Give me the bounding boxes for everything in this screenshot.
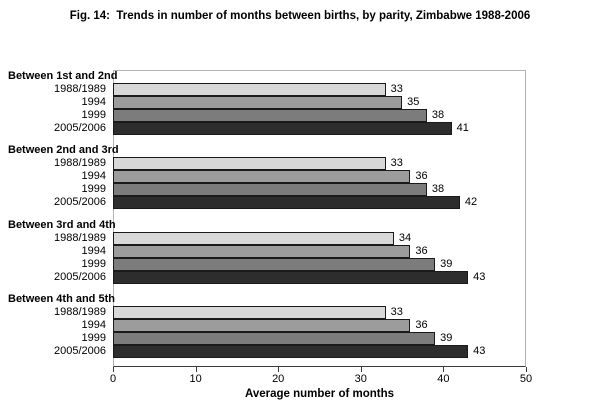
value-label: 36	[415, 170, 428, 183]
bar-row: 1994 36	[0, 244, 600, 258]
year-label: 1994	[81, 170, 106, 183]
value-label: 33	[390, 157, 403, 170]
bar-row: 1999 39	[0, 331, 600, 345]
year-label: 1988/1989	[54, 83, 106, 95]
value-label: 35	[407, 96, 420, 108]
tick-label: 0	[109, 373, 117, 385]
value-label: 43	[473, 344, 486, 357]
tick-mark	[278, 367, 280, 372]
year-label: 1999	[81, 183, 106, 196]
bar-group: Between 1st and 2nd 1988/1989 33 1994 35 1999…	[0, 70, 600, 144]
bar	[113, 231, 394, 245]
bar-group: Between 3rd and 4th 1988/1989 34 1994 36 1999…	[0, 219, 600, 293]
value-label: 33	[390, 83, 403, 95]
bar-row: 1988/1989 33	[0, 305, 600, 319]
value-label: 36	[415, 244, 428, 257]
tick-label: 20	[272, 373, 285, 385]
tick-mark	[195, 367, 197, 372]
bar-row: 1994 36	[0, 318, 600, 332]
year-label: 1988/1989	[54, 231, 106, 244]
bar-row: 1988/1989 34	[0, 231, 600, 245]
year-label: 1999	[81, 331, 106, 344]
tick-label: 40	[437, 373, 450, 385]
tick-mark	[526, 367, 527, 372]
value-label: 42	[464, 196, 478, 209]
chart-title: Fig. 14: Trends in number of months betw…	[69, 10, 531, 22]
group-label: Between 4th and 5th	[8, 292, 115, 305]
tick-mark	[443, 367, 445, 372]
x-axis-label: Average number of months	[244, 388, 395, 400]
bar	[113, 257, 436, 271]
year-label: 1994	[81, 96, 106, 108]
year-label: 1988/1989	[54, 157, 106, 170]
bar-row: 1994 36	[0, 170, 600, 184]
value-label: 33	[390, 305, 403, 318]
year-label: 1994	[81, 318, 106, 331]
bar-row: 1999 38	[0, 183, 600, 197]
bar	[113, 344, 469, 358]
group-label: Between 3rd and 4th	[8, 218, 116, 231]
year-label: 2005/2006	[54, 122, 106, 134]
bar	[113, 157, 386, 171]
bar	[113, 196, 460, 210]
chart-rows: Between 1st and 2nd 1988/1989 33 1994 35 1999…	[0, 70, 600, 367]
value-label: 39	[440, 257, 453, 270]
bar-group: Between 4th and 5th 1988/1989 33 1994 36 1999…	[0, 293, 600, 367]
group-label: Between 2nd and 3rd	[8, 144, 119, 157]
value-label: 38	[431, 109, 445, 121]
bar-row: 2005/2006 43	[0, 270, 600, 284]
tick-mark	[360, 367, 362, 372]
bar-row: 1988/1989 33	[0, 157, 600, 171]
year-label: 2005/2006	[54, 196, 106, 209]
value-label: 39	[440, 331, 453, 344]
year-label: 1988/1989	[54, 305, 106, 318]
bar-row: 1988/1989 33	[0, 83, 600, 96]
bar-row: 1994 35	[0, 96, 600, 109]
value-label: 38	[431, 183, 445, 196]
bar-group: Between 2nd and 3rd 1988/1989 33 1994 36 1999…	[0, 144, 600, 218]
bar-row: 1999 39	[0, 257, 600, 271]
bar	[113, 170, 411, 184]
value-label: 41	[456, 122, 469, 134]
value-label: 43	[473, 270, 486, 283]
bar	[113, 83, 386, 96]
bar-row: 1999 38	[0, 109, 600, 122]
bar	[113, 270, 469, 284]
tick-label: 10	[189, 373, 202, 385]
tick-label: 30	[354, 373, 367, 385]
bar	[113, 331, 436, 345]
year-label: 1999	[81, 109, 106, 121]
tick-mark	[113, 367, 114, 372]
group-label: Between 1st and 2nd	[8, 70, 118, 82]
bar	[113, 96, 403, 109]
bar	[113, 183, 427, 197]
bar	[113, 318, 411, 332]
year-label: 1994	[81, 244, 106, 257]
tick-label: 50	[519, 373, 533, 385]
bar-row: 2005/2006 41	[0, 122, 600, 135]
bar	[113, 305, 386, 319]
bar	[113, 109, 427, 122]
bar	[113, 244, 411, 258]
value-label: 36	[415, 318, 428, 331]
bar-row: 2005/2006 42	[0, 196, 600, 210]
bar-row: 2005/2006 43	[0, 344, 600, 358]
year-label: 2005/2006	[54, 270, 106, 283]
bar	[113, 122, 452, 135]
value-label: 34	[398, 231, 412, 244]
year-label: 2005/2006	[54, 344, 106, 357]
year-label: 1999	[81, 257, 106, 270]
